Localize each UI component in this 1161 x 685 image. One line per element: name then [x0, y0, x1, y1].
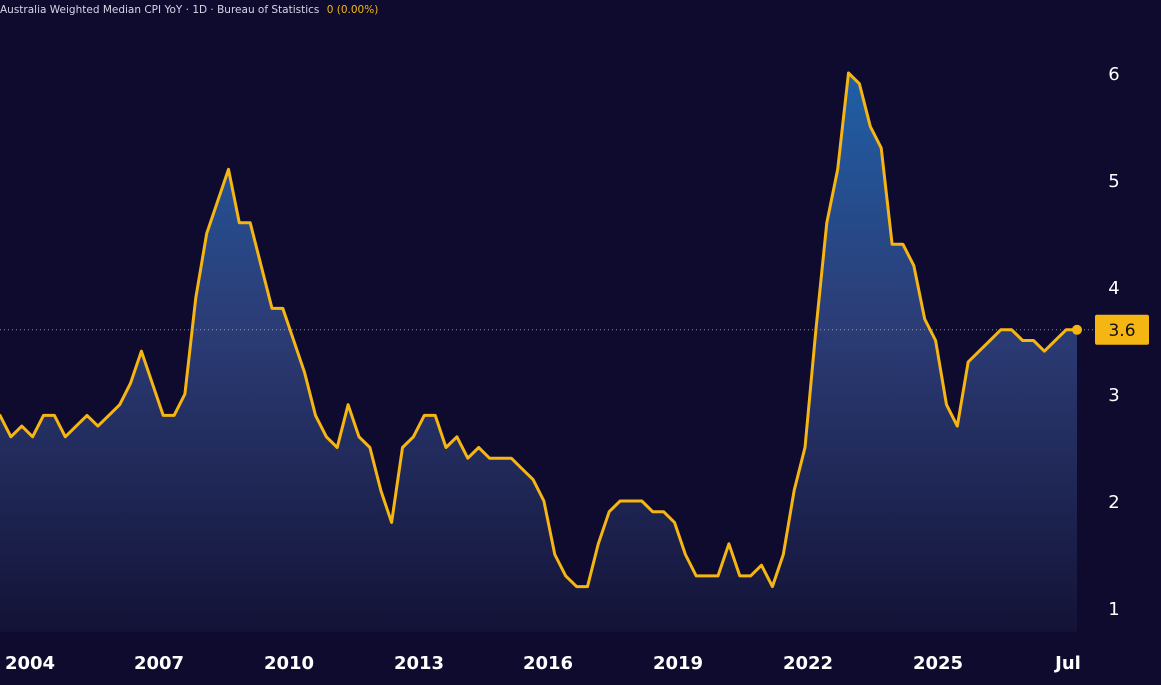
last-value-dot [1072, 324, 1082, 335]
area-fill-path [0, 73, 1077, 632]
y-tick-label: 1 [1108, 599, 1119, 620]
price-change: 0 (0.00%) [326, 4, 379, 16]
x-tick-label: 2022 [783, 653, 833, 674]
last-value-label: 3.6 [1108, 321, 1135, 341]
chart-header: Australia Weighted Median CPI YoY · 1D ·… [0, 4, 378, 16]
x-tick-label: 2016 [523, 653, 573, 674]
x-tick-label: 2004 [5, 653, 55, 674]
chart-title: Australia Weighted Median CPI YoY · 1D ·… [0, 4, 320, 16]
last-value-badge: 3.6 [1072, 314, 1149, 345]
y-axis: 1 2 3 4 5 6 [1108, 64, 1119, 620]
x-tick-label: 2019 [653, 653, 703, 674]
y-tick-label: 5 [1108, 171, 1119, 192]
x-tick-label: 2007 [134, 653, 184, 674]
y-tick-label: 6 [1108, 64, 1119, 85]
y-tick-label: 3 [1108, 385, 1119, 406]
x-tick-label: Jul [1053, 653, 1081, 674]
y-tick-label: 2 [1108, 492, 1119, 513]
x-tick-label: 2013 [394, 653, 444, 674]
x-tick-label: 2010 [264, 653, 314, 674]
last-value-badge-bg [1095, 314, 1149, 345]
series-line [0, 71, 1079, 589]
area-fill [0, 73, 1077, 632]
x-axis: 2004 2007 2010 2013 2016 2019 2022 2025 Jul [5, 653, 1081, 674]
x-tick-label: 2025 [913, 653, 963, 674]
y-tick-label: 4 [1108, 278, 1119, 299]
series-line-path [0, 71, 1079, 589]
